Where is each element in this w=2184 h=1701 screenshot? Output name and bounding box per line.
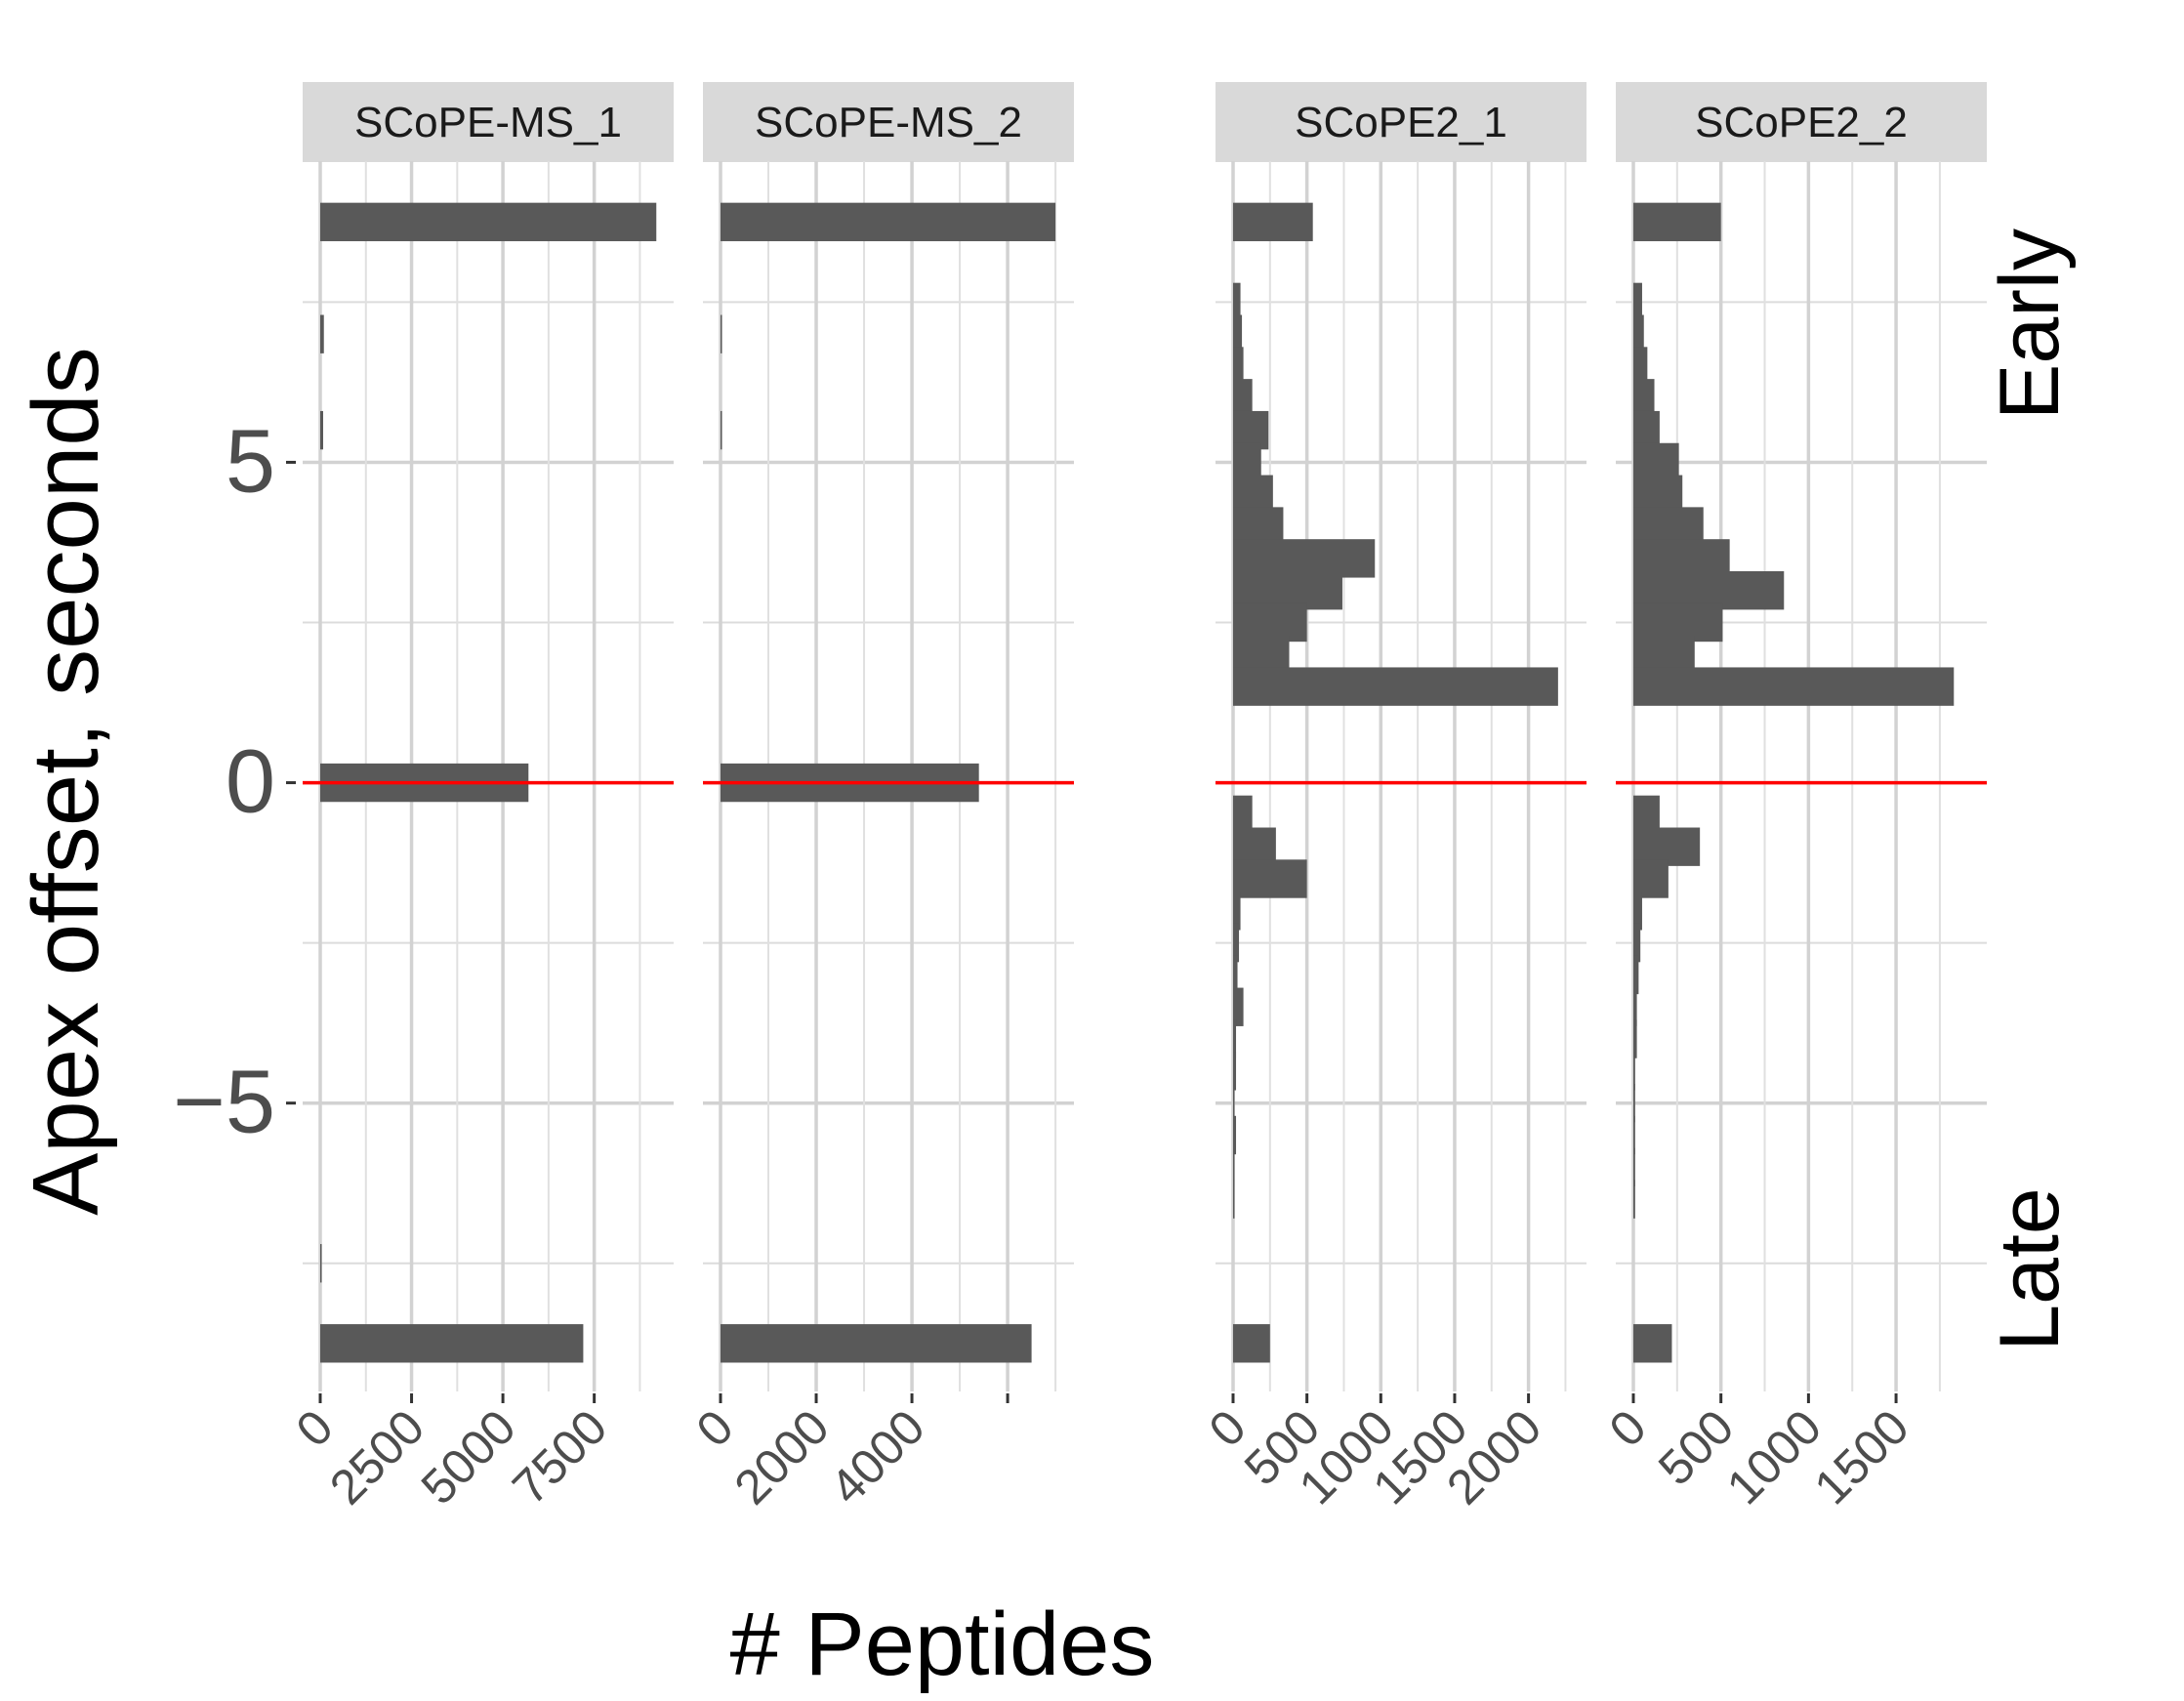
histogram-bar	[1233, 987, 1244, 1026]
histogram-bar	[1633, 1147, 1635, 1186]
histogram-bar	[1633, 1052, 1635, 1091]
histogram-bar	[1633, 314, 1644, 353]
histogram-bar	[320, 314, 324, 353]
y-tick-label: −5	[173, 1053, 275, 1152]
histogram-bar	[1233, 859, 1307, 898]
histogram-bar	[721, 202, 1056, 242]
y-axis: 5 0 −5	[173, 411, 296, 1152]
histogram-bar	[1233, 1147, 1235, 1186]
histogram-bar	[320, 202, 657, 242]
histogram-bar	[320, 410, 323, 450]
facet-strip	[1216, 82, 1586, 162]
x-axis-title: # Peptides	[730, 1595, 1155, 1694]
histogram-bar	[1233, 1115, 1237, 1155]
histogram-bar	[1633, 347, 1648, 386]
y-tick-label: 5	[226, 411, 275, 511]
histogram-bar	[1633, 1180, 1635, 1219]
histogram-bar	[320, 1244, 322, 1283]
histogram-bar	[721, 1324, 1032, 1363]
y-axis-title: Apex offset, seconds	[14, 347, 118, 1215]
facet-strip-label: SCoPE-MS_1	[354, 99, 622, 146]
histogram-bar	[1633, 379, 1655, 418]
histogram-bar	[1633, 923, 1641, 963]
histogram-bar	[1633, 282, 1642, 322]
facet-strip	[1616, 82, 1987, 162]
histogram-bar	[1233, 1180, 1235, 1219]
y-tick-label: 0	[226, 732, 275, 832]
facet-strip-label: SCoPE2_1	[1295, 99, 1507, 146]
histogram-bar	[1233, 314, 1243, 353]
facet-strip-label: SCoPE-MS_2	[755, 99, 1022, 146]
histogram-bar	[1233, 1084, 1235, 1123]
facet-strip	[303, 82, 674, 162]
histogram-bar	[1233, 892, 1241, 931]
histogram-bar	[1633, 1324, 1672, 1363]
histogram-bar	[1633, 987, 1637, 1026]
histogram-bar	[1233, 667, 1558, 706]
facet-strip	[703, 82, 1074, 162]
histogram-bar	[1633, 1115, 1635, 1155]
facet-strip-label: SCoPE2_2	[1695, 99, 1908, 146]
histogram-bar	[1633, 1084, 1635, 1123]
histogram-bar	[1233, 379, 1253, 418]
histogram-bar	[1233, 1052, 1237, 1091]
histogram-bar	[1233, 1019, 1237, 1058]
side-label-early: Early	[1983, 228, 2077, 420]
side-label-late: Late	[1983, 1187, 2077, 1350]
histogram-bar	[1233, 1324, 1270, 1363]
histogram-bar	[1233, 282, 1241, 322]
histogram-bar	[1233, 795, 1253, 835]
histogram-bar	[1633, 955, 1639, 995]
histogram-bar	[1233, 347, 1244, 386]
histogram-bar	[320, 1324, 584, 1363]
histogram-bar	[1233, 955, 1238, 995]
histogram-bar	[1633, 667, 1955, 706]
histogram-bar	[1233, 202, 1313, 242]
histogram-bar	[1633, 1019, 1637, 1058]
histogram-bar	[1633, 202, 1721, 242]
histogram-bar	[1633, 892, 1642, 931]
histogram-bar	[1233, 923, 1240, 963]
